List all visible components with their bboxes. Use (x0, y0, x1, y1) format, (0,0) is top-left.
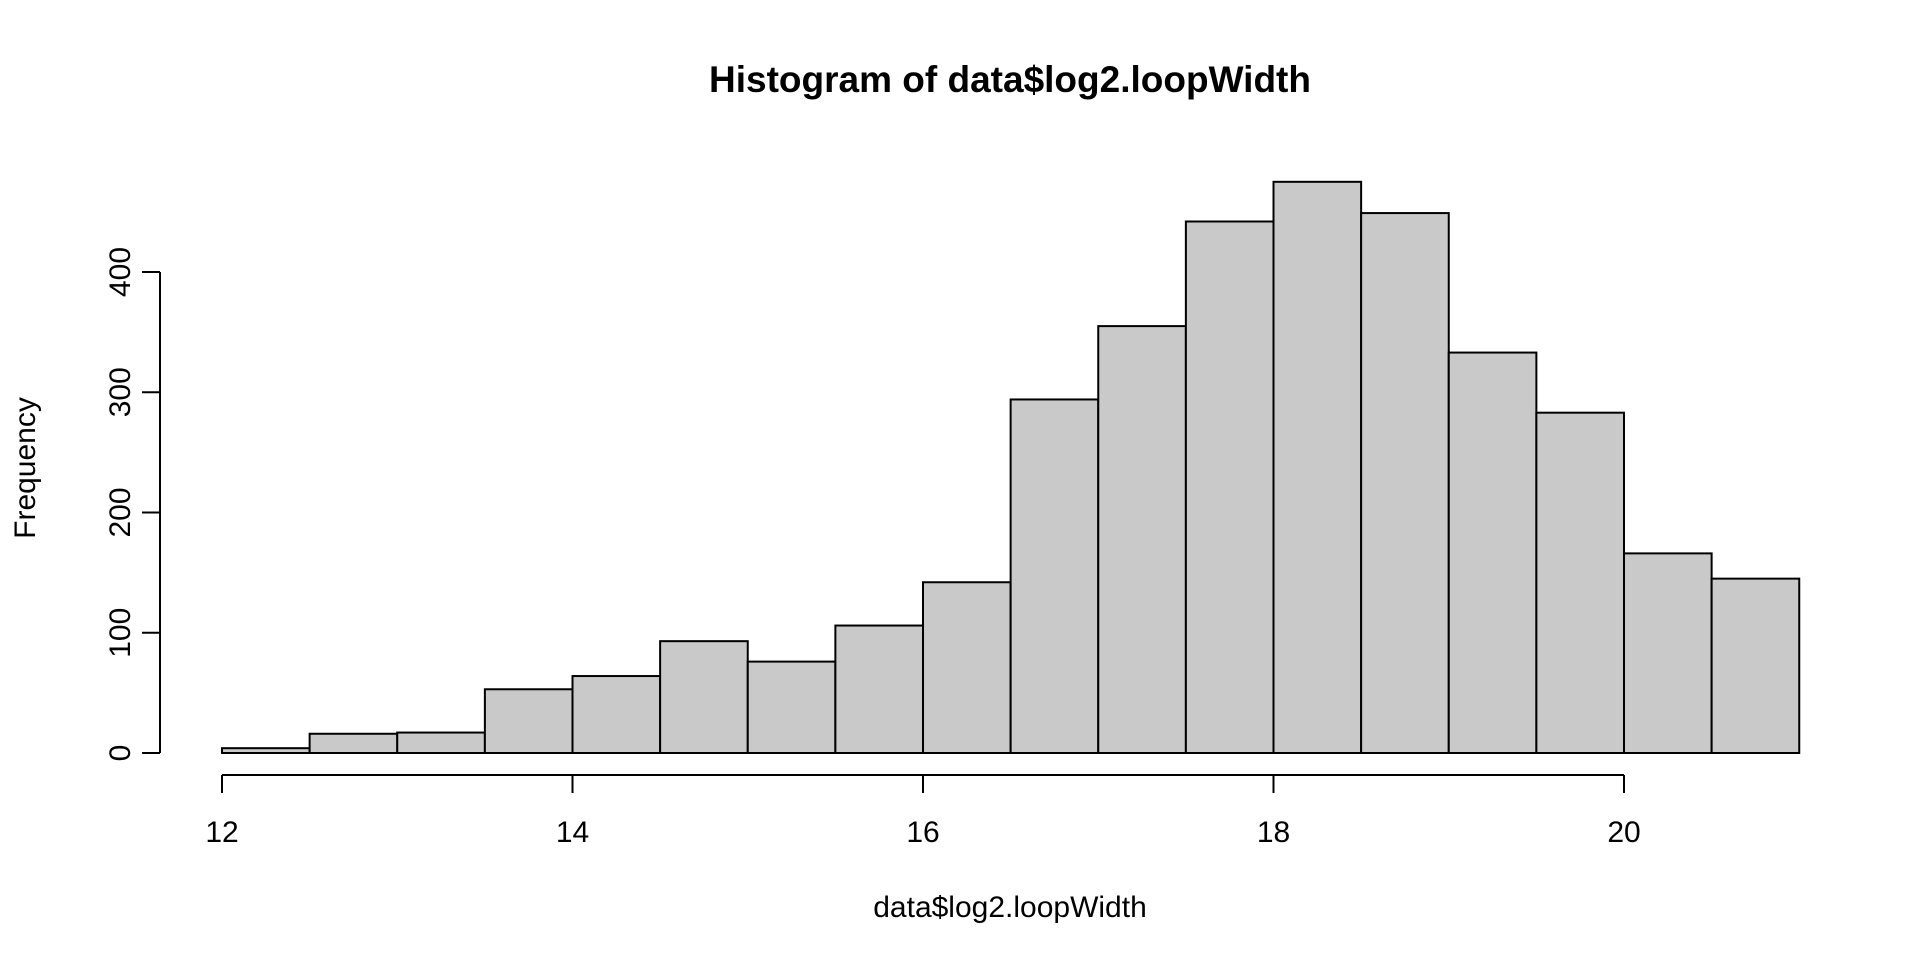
histogram-bar (1360, 212, 1450, 754)
x-tick-label: 14 (556, 816, 589, 849)
histogram-bar (834, 624, 924, 754)
histogram-bar (1623, 552, 1713, 755)
x-axis: 12 14 16 18 20 (205, 774, 1641, 849)
histogram-bar (922, 581, 1012, 754)
x-axis-label: data$log2.loopWidth (873, 891, 1147, 924)
histogram-bar (1710, 577, 1801, 755)
histogram-bar (1009, 398, 1100, 754)
histogram-bar (483, 688, 574, 755)
histogram-bar (571, 675, 662, 754)
histogram-bar (1447, 351, 1538, 754)
x-tick-label: 18 (1257, 816, 1290, 849)
histogram-bar (1184, 220, 1275, 754)
x-tick-label: 16 (906, 816, 939, 849)
y-tick-label: 0 (104, 745, 137, 762)
histogram-bar (221, 747, 311, 755)
histogram-bar (396, 731, 486, 754)
x-tick-label: 12 (205, 816, 238, 849)
histogram-bar (1535, 411, 1625, 754)
y-tick-label: 200 (104, 487, 137, 537)
histogram-bar (746, 660, 837, 754)
y-tick-label: 300 (104, 367, 137, 417)
histogram-bar (1097, 325, 1187, 754)
y-tick-label: 100 (104, 608, 137, 658)
histogram-bar (1272, 180, 1363, 754)
y-axis-label: Frequency (9, 397, 42, 539)
x-tick-label: 20 (1607, 816, 1640, 849)
histogram-bar (659, 640, 749, 754)
y-tick-label: 400 (104, 247, 137, 297)
y-axis: 0 100 200 300 400 (104, 247, 161, 762)
histogram-bar (308, 732, 399, 755)
bars-group (221, 180, 1801, 755)
chart-title: Histogram of data$log2.loopWidth (709, 59, 1311, 100)
